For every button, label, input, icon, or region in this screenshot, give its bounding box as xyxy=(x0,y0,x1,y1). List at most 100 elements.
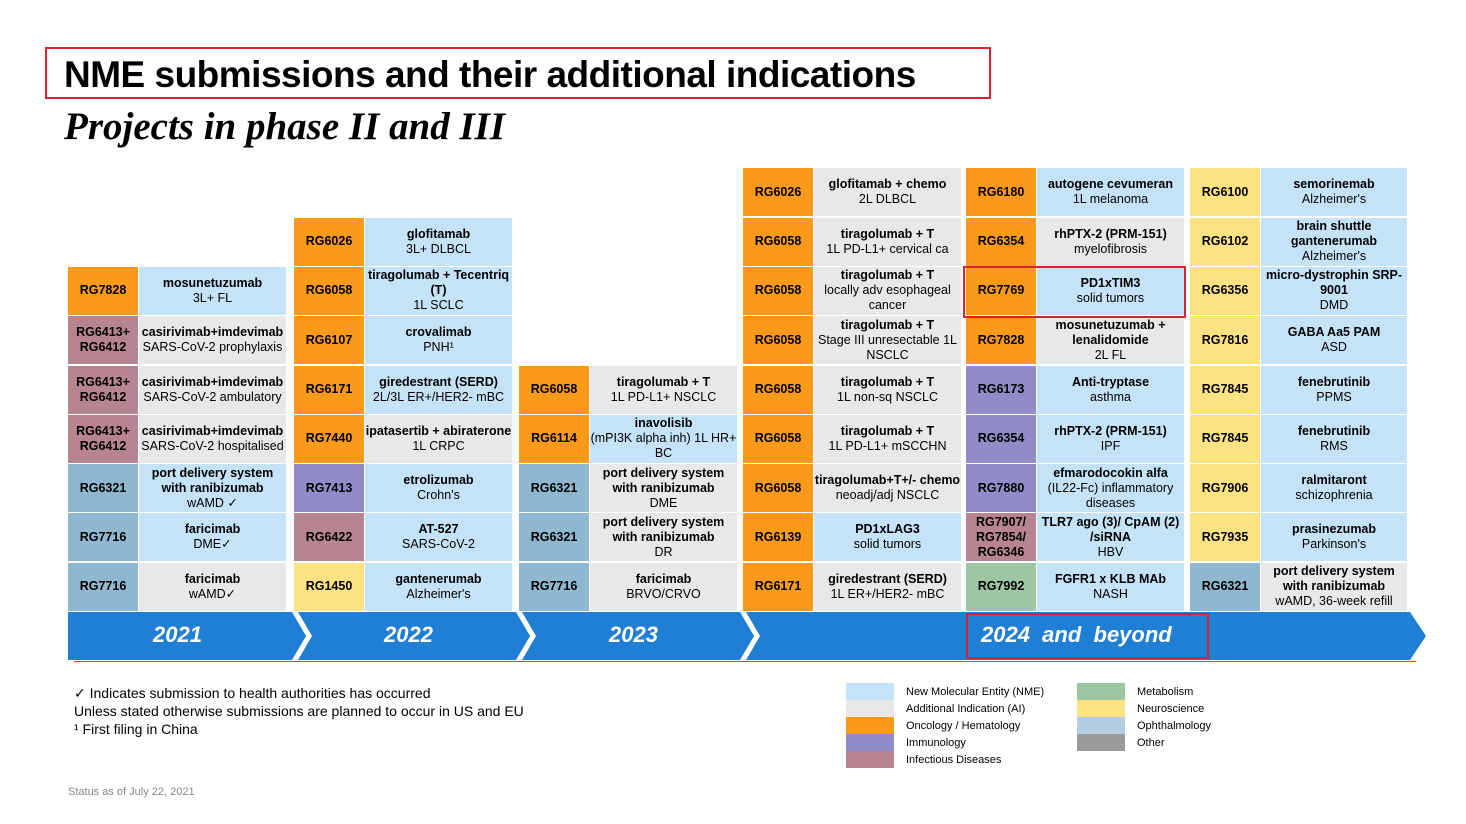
project-code: RG7828 xyxy=(966,316,1036,365)
project-description: tiragolumab + T 1L non-sq NSCLC xyxy=(813,365,961,414)
molecule-name: tiragolumab + T xyxy=(840,374,935,389)
project-description: port delivery system with ranibizumab wAM… xyxy=(138,464,286,513)
indication: wAMD, 36-week refill xyxy=(1275,594,1393,609)
molecule-name: giredestrant (SERD) xyxy=(828,571,947,586)
legend-label: New Molecular Entity (NME) xyxy=(906,685,1045,698)
project-code: RG6139 xyxy=(743,513,813,562)
project-description: casirivimab+imdevimab SARS-CoV-2 prophyla… xyxy=(138,316,286,365)
molecule-name: glofitamab xyxy=(406,226,471,241)
project-code: RG6321 xyxy=(68,464,138,513)
pipeline-row: RG6321 port delivery system with ranibizu… xyxy=(1190,562,1407,611)
legend-swatch xyxy=(846,717,894,734)
project-code: RG7440 xyxy=(294,414,364,463)
indication: Stage III unresectable 1L NSCLC xyxy=(818,332,957,362)
project-description: AT-527 SARS-CoV-2 xyxy=(364,513,512,562)
project-code: RG6114 xyxy=(519,414,589,463)
indication: Parkinson's xyxy=(1301,537,1367,552)
indication: solid tumors xyxy=(853,537,922,552)
highlight-box-rg7769 xyxy=(963,266,1186,318)
molecule-name: faricimab xyxy=(184,571,241,586)
indication: DME xyxy=(649,495,678,510)
molecule-name: crovalimab xyxy=(405,325,472,340)
legend-item: Infectious Diseases xyxy=(846,751,1001,768)
indication: IPF xyxy=(1100,438,1121,453)
pipeline-row: RG6171 giredestrant (SERD) 2L/3L ER+/HER2-… xyxy=(294,365,512,414)
pipeline-row: RG6180 autogene cevumeran 1L melanoma xyxy=(966,168,1184,217)
project-code: RG6058 xyxy=(743,464,813,513)
project-code: RG6058 xyxy=(519,365,589,414)
indication: Crohn's xyxy=(417,488,460,503)
project-code: RG6102 xyxy=(1190,217,1260,266)
indication: wAMD✓ xyxy=(188,586,237,601)
project-code: RG6058 xyxy=(743,217,813,266)
molecule-name: prasinezumab xyxy=(1291,522,1377,537)
project-code: RG6173 xyxy=(966,365,1036,414)
pipeline-row: RG7716 faricimab DME✓ xyxy=(68,513,286,562)
indication: HBV xyxy=(1097,544,1124,559)
project-code: RG7935 xyxy=(1190,513,1260,562)
pipeline-row: RG7880 efmarodocokin alfa (IL22-Fc) inflam… xyxy=(966,464,1184,513)
indication: neoadj/adj NSCLC xyxy=(835,488,940,503)
pipeline-row: RG7828 mosunetuzumab 3L+ FL xyxy=(68,266,286,315)
molecule-name: inavolisib xyxy=(634,416,693,431)
indication: SARS-CoV-2 ambulatory xyxy=(143,389,282,404)
project-code: RG7880 xyxy=(966,464,1036,513)
legend-label: Oncology / Hematology xyxy=(906,719,1021,732)
legend-item: Additional Indication (AI) xyxy=(846,700,1025,717)
project-code: RG6356 xyxy=(1190,266,1260,315)
pipeline-row: RG6413+ RG6412 casirivimab+imdevimab SARS-… xyxy=(68,316,286,365)
pipeline-row: RG6058 tiragolumab + T 1L non-sq NSCLC xyxy=(743,365,961,414)
project-description: FGFR1 x KLB MAb NASH xyxy=(1036,562,1184,611)
indication: Alzheimer's xyxy=(406,586,471,601)
molecule-name: mosunetuzumab + lenalidomide xyxy=(1055,317,1166,347)
project-description: faricimab DME✓ xyxy=(138,513,286,562)
indication: BRVO/CRVO xyxy=(626,586,701,601)
footnote-submissions: Unless stated otherwise submissions are … xyxy=(74,703,524,719)
legend-label: Metabolism xyxy=(1137,685,1194,698)
pipeline-row: RG7935 prasinezumab Parkinson's xyxy=(1190,513,1407,562)
legend-label: Additional Indication (AI) xyxy=(906,702,1026,715)
pipeline-row: RG6058 tiragolumab + T 1L PD-L1+ NSCLC xyxy=(519,365,737,414)
project-description: tiragolumab + T 1L PD-L1+ cervical ca xyxy=(813,217,961,266)
project-code: RG7828 xyxy=(68,266,138,315)
project-description: TLR7 ago (3)/ CpAM (2) /siRNA HBV xyxy=(1036,513,1184,562)
project-code: RG7845 xyxy=(1190,414,1260,463)
legend-label: Ophthalmology xyxy=(1137,719,1211,732)
molecule-name: port delivery system with ranibizumab xyxy=(151,465,274,495)
molecule-name: glofitamab + chemo xyxy=(828,177,947,192)
project-description: tiragolumab + Tecentriq (T) 1L SCLC xyxy=(364,266,512,315)
molecule-name: faricimab xyxy=(184,522,241,537)
pipeline-row: RG7440 ipatasertib + abiraterone 1L CRPC xyxy=(294,414,512,463)
indication: 1L PD-L1+ mSCCHN xyxy=(828,438,947,453)
project-description: prasinezumab Parkinson's xyxy=(1260,513,1407,562)
project-code: RG6058 xyxy=(294,266,364,315)
footnote-china: ¹ First filing in China xyxy=(74,721,198,737)
legend-item: Ophthalmology xyxy=(1077,717,1211,734)
project-code: RG6180 xyxy=(966,168,1036,217)
indication: schizophrenia xyxy=(1295,488,1373,503)
pipeline-row: RG7413 etrolizumab Crohn's xyxy=(294,464,512,513)
pipeline-row: RG7769 PD1xTIM3 solid tumors xyxy=(966,266,1184,315)
project-description: PD1xTIM3 solid tumors xyxy=(1036,266,1184,315)
indication: (mPI3K alpha inh) 1L HR+ BC xyxy=(590,431,737,461)
indication: 1L melanoma xyxy=(1072,192,1149,207)
molecule-name: tiragolumab + Tecentriq (T) xyxy=(367,268,510,298)
project-description: rhPTX-2 (PRM-151) IPF xyxy=(1036,414,1184,463)
molecule-name: gantenerumab xyxy=(395,571,482,586)
pipeline-row: RG6173 Anti-tryptase asthma xyxy=(966,365,1184,414)
project-description: giredestrant (SERD) 2L/3L ER+/HER2- mBC xyxy=(364,365,512,414)
indication: SARS-CoV-2 prophylaxis xyxy=(142,340,283,355)
project-description: crovalimab PNH¹ xyxy=(364,316,512,365)
page-subtitle: Projects in phase II and III xyxy=(64,105,505,148)
indication: Alzheimer's xyxy=(1301,249,1367,264)
project-description: brain shuttle gantenerumab Alzheimer's xyxy=(1260,217,1407,266)
indication: DME✓ xyxy=(193,537,232,552)
molecule-name: tiragolumab + T xyxy=(840,226,935,241)
project-description: port delivery system with ranibizumab DR xyxy=(589,513,737,562)
project-code: RG7906 xyxy=(1190,464,1260,513)
pipeline-row: RG7716 faricimab BRVO/CRVO xyxy=(519,562,737,611)
project-description: tiragolumab + T 1L PD-L1+ NSCLC xyxy=(589,365,737,414)
legend-swatch xyxy=(846,683,894,700)
molecule-name: tiragolumab+T+/- chemo xyxy=(814,473,961,488)
